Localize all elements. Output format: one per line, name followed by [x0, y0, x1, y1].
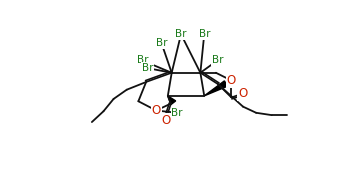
Text: O: O	[152, 104, 161, 117]
Polygon shape	[204, 81, 228, 96]
Text: O: O	[227, 74, 236, 87]
Text: Br: Br	[175, 29, 187, 39]
Text: O: O	[161, 114, 170, 127]
Text: O: O	[238, 87, 248, 100]
Polygon shape	[168, 96, 176, 105]
Text: Br: Br	[136, 55, 148, 65]
Text: Br: Br	[212, 55, 223, 65]
Text: Br: Br	[199, 29, 210, 39]
Text: Br: Br	[142, 63, 154, 73]
Text: Br: Br	[171, 108, 183, 118]
Text: Br: Br	[156, 38, 167, 48]
